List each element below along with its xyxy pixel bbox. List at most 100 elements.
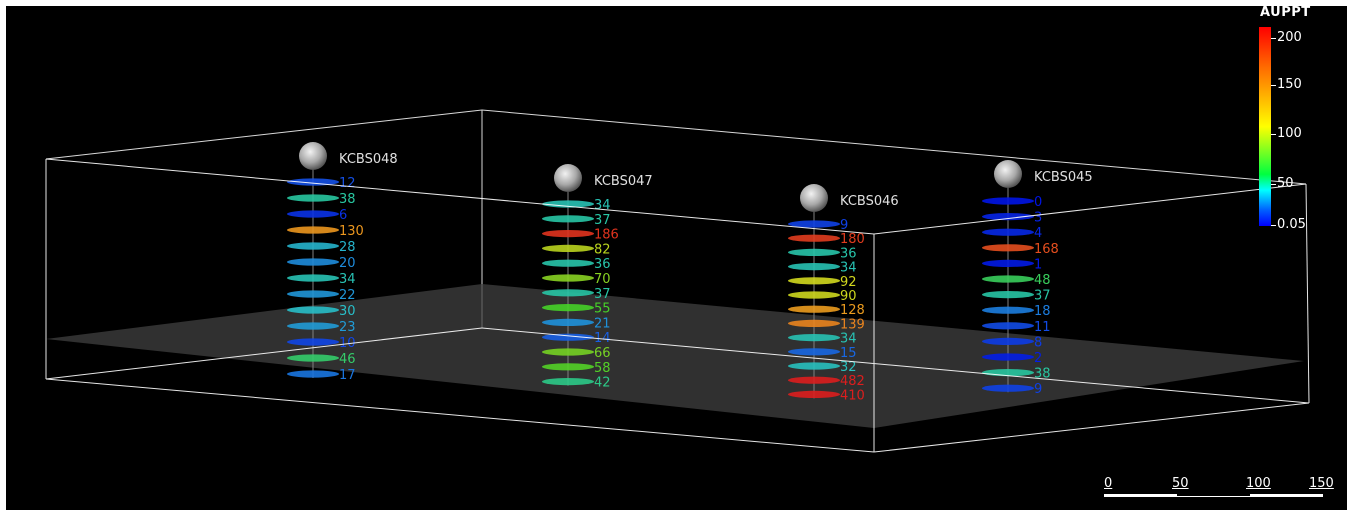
sample-disc[interactable] [287, 178, 339, 186]
sample-value-label: 36 [840, 246, 857, 261]
bounding-box-front [45, 158, 1310, 453]
sample-disc[interactable] [788, 305, 840, 313]
sample-value-label: 38 [1034, 367, 1051, 382]
scale-baseline [1104, 496, 1323, 497]
3d-viewport[interactable]: 12 38 6 130 28 20 34 22 30 23 10 46 17 KCBS048 34 37 186… [6, 6, 1347, 510]
sample-value-label: 30 [339, 304, 356, 319]
sample-disc[interactable] [788, 334, 840, 342]
sample-disc[interactable] [982, 197, 1034, 205]
sample-value-label: 9 [840, 218, 848, 233]
sample-disc[interactable] [542, 289, 594, 297]
legend-tick-50: 50 [1277, 176, 1294, 191]
sample-disc[interactable] [542, 363, 594, 371]
sample-disc[interactable] [542, 348, 594, 356]
collar-sphere[interactable] [994, 160, 1022, 188]
scene-canvas[interactable]: 12386130282034223023104617KCBS0483437186… [6, 6, 1347, 510]
sample-value-label: 37 [1034, 289, 1051, 304]
sample-disc[interactable] [542, 333, 594, 341]
sample-disc[interactable] [982, 213, 1034, 221]
sample-value-label: 128 [840, 303, 865, 318]
sample-disc[interactable] [287, 322, 339, 330]
scale-segment [1250, 494, 1323, 497]
sample-disc[interactable] [788, 291, 840, 299]
sample-disc[interactable] [982, 369, 1034, 377]
ground-plane [46, 284, 1304, 428]
sample-disc[interactable] [287, 274, 339, 282]
collar-sphere[interactable] [800, 184, 828, 212]
sample-disc[interactable] [287, 354, 339, 362]
sample-disc[interactable] [982, 244, 1034, 252]
sample-disc[interactable] [287, 338, 339, 346]
sample-disc[interactable] [287, 258, 339, 266]
sample-disc[interactable] [788, 390, 840, 398]
sample-value-label: 9 [1034, 382, 1042, 397]
sample-disc[interactable] [287, 306, 339, 314]
sample-value-label: 34 [594, 198, 611, 213]
bounding-box-back [45, 109, 1307, 328]
sample-disc[interactable] [287, 290, 339, 298]
sample-disc[interactable] [542, 230, 594, 238]
sample-disc[interactable] [788, 248, 840, 256]
sample-disc[interactable] [982, 228, 1034, 236]
sample-disc[interactable] [982, 291, 1034, 299]
sample-value-label: 58 [594, 361, 611, 376]
sample-disc[interactable] [788, 220, 840, 228]
legend-tick-mark [1271, 85, 1276, 86]
sample-value-label: 34 [840, 261, 857, 276]
sample-value-label: 180 [840, 232, 865, 247]
sample-disc[interactable] [788, 234, 840, 242]
sample-value-label: 11 [1034, 320, 1051, 335]
sample-value-label: 410 [840, 388, 865, 403]
sample-value-label: 34 [339, 272, 356, 287]
sample-disc[interactable] [542, 378, 594, 386]
sample-value-label: 21 [594, 316, 611, 331]
sample-disc[interactable] [542, 259, 594, 267]
sample-value-label: 66 [594, 346, 611, 361]
sample-disc[interactable] [788, 277, 840, 285]
sample-disc[interactable] [982, 337, 1034, 345]
collar-sphere[interactable] [554, 164, 582, 192]
sample-disc[interactable] [788, 319, 840, 327]
sample-disc[interactable] [982, 384, 1034, 392]
sample-disc[interactable] [542, 274, 594, 282]
scale-bar: 0 50 100 150 [1090, 476, 1335, 500]
sample-disc[interactable] [287, 210, 339, 218]
sample-value-label: 37 [594, 287, 611, 302]
sample-value-label: 28 [339, 240, 356, 255]
sample-value-label: 46 [339, 352, 356, 367]
sample-disc[interactable] [542, 318, 594, 326]
sample-value-label: 37 [594, 213, 611, 228]
sample-value-label: 82 [594, 242, 611, 257]
legend-tick-mark [1271, 225, 1276, 226]
sample-disc[interactable] [542, 215, 594, 223]
sample-disc[interactable] [788, 263, 840, 271]
sample-disc[interactable] [287, 226, 339, 234]
sample-value-label: 32 [840, 360, 857, 375]
drillhole-name-label: KCBS048 [339, 152, 398, 167]
sample-disc[interactable] [542, 200, 594, 208]
sample-disc[interactable] [982, 259, 1034, 267]
sample-disc[interactable] [542, 304, 594, 312]
legend-tick-200: 200 [1277, 30, 1302, 45]
sample-disc[interactable] [542, 244, 594, 252]
sample-disc[interactable] [788, 376, 840, 384]
sample-disc[interactable] [982, 275, 1034, 283]
sample-value-label: 42 [594, 376, 611, 391]
sample-disc[interactable] [788, 348, 840, 356]
sample-value-label: 36 [594, 257, 611, 272]
sample-disc[interactable] [982, 353, 1034, 361]
sample-disc[interactable] [287, 242, 339, 250]
collar-sphere[interactable] [299, 142, 327, 170]
sample-disc[interactable] [287, 194, 339, 202]
scale-label-0: 0 [1104, 476, 1113, 491]
sample-value-label: 186 [594, 228, 619, 243]
sample-disc[interactable] [287, 370, 339, 378]
sample-disc[interactable] [982, 322, 1034, 330]
sample-value-label: 139 [840, 317, 865, 332]
sample-disc[interactable] [982, 306, 1034, 314]
sample-disc[interactable] [788, 362, 840, 370]
